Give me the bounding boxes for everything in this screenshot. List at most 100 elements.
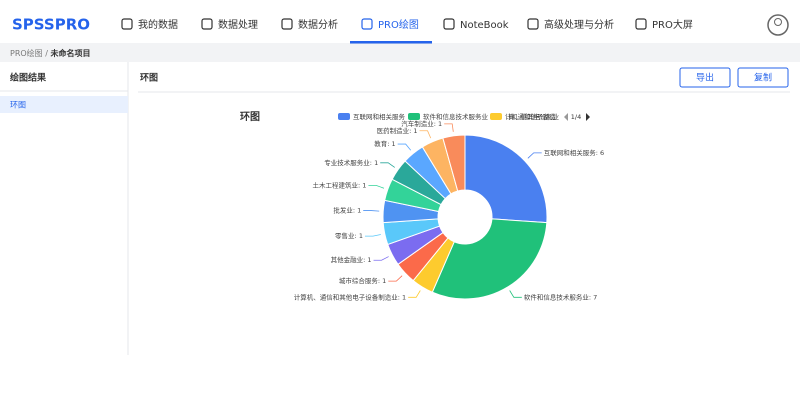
- label-leader: [380, 162, 395, 168]
- slice-label: 土木工程建筑业: 1: [313, 181, 367, 190]
- donut-slice[interactable]: [464, 134, 548, 224]
- label-sep: :: [434, 120, 438, 128]
- nav-icon[interactable]: [635, 18, 647, 30]
- nav-icon[interactable]: [121, 18, 133, 30]
- legend-swatch[interactable]: [408, 113, 420, 120]
- slice-label: 教育: 1: [374, 139, 395, 148]
- label-leader: [509, 290, 522, 298]
- label-value: 1: [438, 120, 442, 128]
- label-value: 1: [359, 232, 363, 240]
- nav-icon[interactable]: [443, 18, 455, 30]
- label-leader: [363, 210, 380, 212]
- slice-label: 医药制造业: 1: [377, 126, 418, 135]
- nav-icon[interactable]: [361, 18, 373, 30]
- breadcrumb-current: 未命名项目: [49, 48, 90, 58]
- label-name: 教育: [374, 139, 388, 148]
- label-name: 软件和信息技术服务业: [524, 292, 590, 301]
- legend-next[interactable]: [586, 113, 590, 121]
- panel-title: 环图: [140, 73, 158, 84]
- nav-item[interactable]: 高级处理与分析: [544, 18, 614, 31]
- nav-item[interactable]: 我的数据: [138, 18, 178, 31]
- label-value: 1: [402, 293, 406, 301]
- donut-slice[interactable]: [442, 134, 466, 192]
- svg-text:PRO绘图 / 未命名项目: PRO绘图 / 未命名项目: [10, 48, 90, 58]
- label-sep: :: [355, 232, 359, 240]
- slice-label: 计算机、通信和其他电子设备制造业: 1: [294, 292, 406, 301]
- nav-item[interactable]: PRO大屏: [652, 18, 693, 31]
- label-sep: :: [363, 256, 367, 264]
- label-value: 1: [413, 127, 417, 135]
- copy-label[interactable]: 复制: [754, 72, 772, 84]
- label-leader: [527, 152, 542, 159]
- nav-icon[interactable]: [527, 18, 539, 30]
- label-sep: :: [387, 140, 391, 148]
- label-sep: :: [596, 149, 600, 157]
- donut-slice[interactable]: [431, 218, 548, 300]
- nav-icon[interactable]: [201, 18, 213, 30]
- label-sep: :: [353, 207, 357, 215]
- logo[interactable]: SPSSPRO: [12, 16, 90, 34]
- label-leader: [397, 143, 412, 151]
- nav-item[interactable]: PRO绘图: [378, 18, 419, 31]
- label-name: 土木工程建筑业: [313, 181, 359, 190]
- label-value: 1: [392, 140, 396, 148]
- export-label[interactable]: 导出: [696, 72, 714, 84]
- breadcrumb-sep: /: [45, 49, 48, 58]
- label-name: 其他金融业: [331, 255, 364, 264]
- legend-swatch[interactable]: [338, 113, 350, 120]
- nav-item[interactable]: NoteBook: [460, 20, 509, 31]
- legend-prev[interactable]: [564, 113, 568, 121]
- slice-label: 零售业: 1: [335, 231, 363, 240]
- label-sep: :: [589, 293, 593, 301]
- nav-icon[interactable]: [281, 18, 293, 30]
- header: [0, 0, 800, 44]
- label-name: 医药制造业: [377, 126, 410, 135]
- label-value: 1: [382, 277, 386, 285]
- label-value: 6: [600, 149, 604, 157]
- slice-label: 互联网和相关服务: 6: [544, 148, 604, 157]
- sidebar-item-bg[interactable]: [0, 96, 128, 113]
- nav-item[interactable]: 数据处理: [218, 18, 258, 31]
- nav-active-underline: [350, 41, 432, 44]
- label-name: 互联网和相关服务: [544, 148, 597, 157]
- chart-title: 环图: [240, 111, 260, 123]
- label-name: 批发业: [333, 206, 353, 215]
- legend-page: 1/4: [571, 113, 581, 121]
- label-sep: :: [409, 127, 413, 135]
- label-leader: [364, 234, 381, 237]
- label-name: 计算机、通信和其他电子设备制造业: [294, 292, 399, 301]
- label-name: 专业技术服务业: [324, 158, 370, 167]
- label-leader: [388, 275, 403, 282]
- label-name: 汽车制造业: [401, 119, 434, 128]
- label-value: 1: [374, 159, 378, 167]
- label-sep: :: [378, 277, 382, 285]
- label-sep: :: [370, 159, 374, 167]
- slice-label: 其他金融业: 1: [331, 255, 372, 264]
- label-name: 城市综合服务: [339, 276, 379, 285]
- breadcrumb-bar: [0, 45, 800, 62]
- legend-swatch[interactable]: [490, 113, 502, 120]
- label-value: 1: [367, 256, 371, 264]
- label-sep: :: [398, 293, 402, 301]
- slice-label: 汽车制造业: 1: [401, 119, 442, 128]
- slice-label: 软件和信息技术服务业: 7: [524, 292, 597, 301]
- breadcrumb-parent[interactable]: PRO绘图: [10, 48, 43, 58]
- nav-item[interactable]: 数据分析: [298, 18, 338, 31]
- sidebar-title: 绘图结果: [10, 72, 47, 84]
- label-leader: [373, 256, 389, 261]
- copy-button[interactable]: [737, 67, 789, 88]
- legend-label[interactable]: 软件和信息技术服务业: [423, 112, 489, 121]
- legend-label[interactable]: 互联网和相关服务: [353, 112, 406, 121]
- export-button[interactable]: [679, 67, 731, 88]
- slice-label: 批发业: 1: [333, 206, 361, 215]
- label-value: 7: [593, 293, 597, 301]
- sidebar-item[interactable]: 环图: [10, 101, 26, 110]
- label-leader: [408, 290, 421, 298]
- slice-label: 专业技术服务业: 1: [324, 158, 378, 167]
- legend-label[interactable]: 计算机、通信和其他电子设备制造业: [505, 112, 560, 121]
- avatar-head: [774, 18, 782, 26]
- label-name: 零售业: [335, 231, 355, 240]
- label-sep: :: [358, 182, 362, 190]
